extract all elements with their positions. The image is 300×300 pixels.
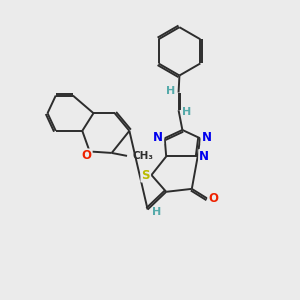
Text: O: O (208, 192, 218, 205)
Text: S: S (141, 169, 150, 182)
Text: H: H (166, 86, 175, 96)
Text: O: O (82, 149, 92, 162)
Text: N: N (202, 130, 212, 143)
Text: H: H (152, 207, 161, 217)
Text: CH₃: CH₃ (132, 151, 153, 161)
Text: N: N (199, 150, 209, 163)
Text: N: N (153, 130, 163, 143)
Text: H: H (182, 107, 191, 117)
